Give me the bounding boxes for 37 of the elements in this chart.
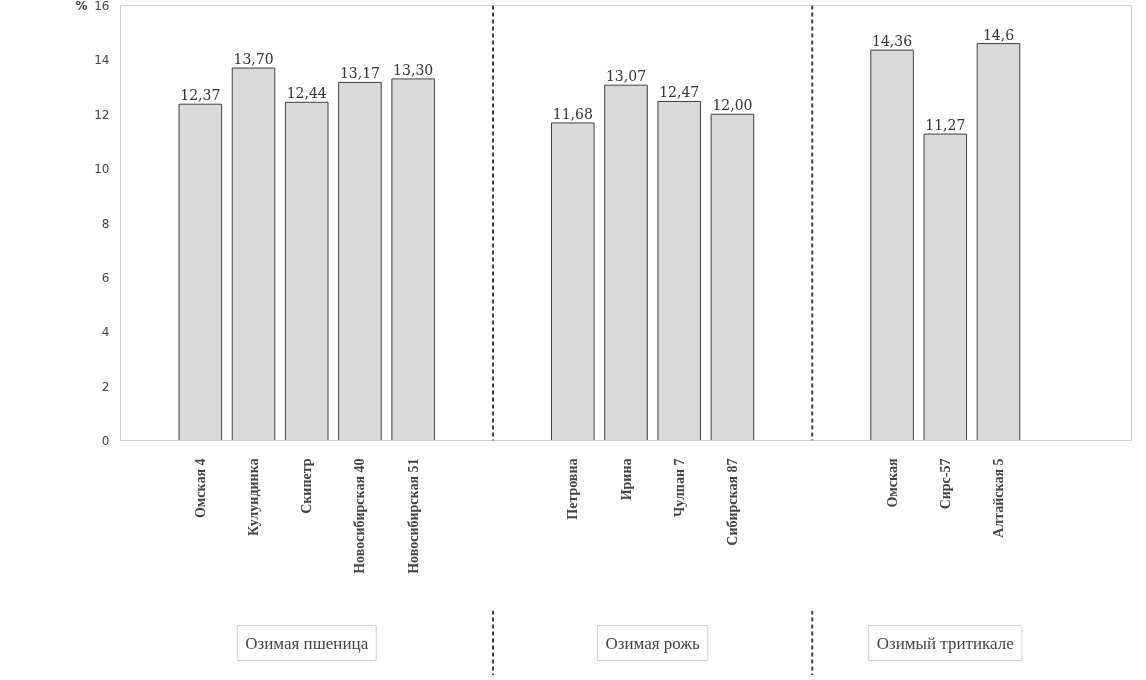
data-label: 14,6 <box>982 26 1015 43</box>
y-tick-label: 12 <box>94 107 110 122</box>
x-tick-label: Омская <box>884 458 900 508</box>
x-tick-label: Сибирская 87 <box>724 458 740 546</box>
data-label: 14,36 <box>872 33 913 50</box>
y-tick-label: 8 <box>101 216 110 231</box>
data-label: 13,17 <box>339 65 380 82</box>
x-tick-label: Кулундинка <box>246 458 262 536</box>
data-label: 12,00 <box>712 97 753 114</box>
y-tick-label: 2 <box>101 379 110 394</box>
data-label: 11,27 <box>925 117 966 134</box>
data-label: 12,37 <box>180 87 221 104</box>
data-label: 11,68 <box>552 105 593 122</box>
text: Озимый тритикале <box>876 633 1014 653</box>
data-label: 13,70 <box>233 51 274 68</box>
x-tick-label: Новосибирская 40 <box>352 458 368 574</box>
x-tick-label: Петровна <box>565 458 581 520</box>
y-tick-label: 4 <box>101 325 110 340</box>
y-tick-label: 0 <box>101 434 110 448</box>
data-label: 12,44 <box>286 85 327 102</box>
text: Озимая рожь <box>605 633 701 653</box>
data-label: 12,47 <box>659 84 700 101</box>
data-label: 13,07 <box>605 68 647 85</box>
y-tick-label: 14 <box>94 53 110 68</box>
x-tick-label: Омская 4 <box>192 458 208 519</box>
y-tick-label: 10 <box>94 162 110 177</box>
y-tick-label: 6 <box>101 270 110 285</box>
x-tick-label: Сирс-57 <box>937 458 953 510</box>
data-label: 13,30 <box>393 61 434 78</box>
x-tick-label: Скипетр <box>299 458 315 514</box>
x-tick-label: Алтайская 5 <box>990 458 1006 538</box>
y-axis-title: % <box>75 0 88 13</box>
x-tick-label: Чулпан 7 <box>671 458 687 517</box>
y-tick-label: 16 <box>94 0 110 13</box>
text: Озимая пшеница <box>245 633 369 653</box>
x-tick-label: Новосибирская 51 <box>405 458 421 574</box>
x-tick-label: Ирина <box>618 458 634 501</box>
